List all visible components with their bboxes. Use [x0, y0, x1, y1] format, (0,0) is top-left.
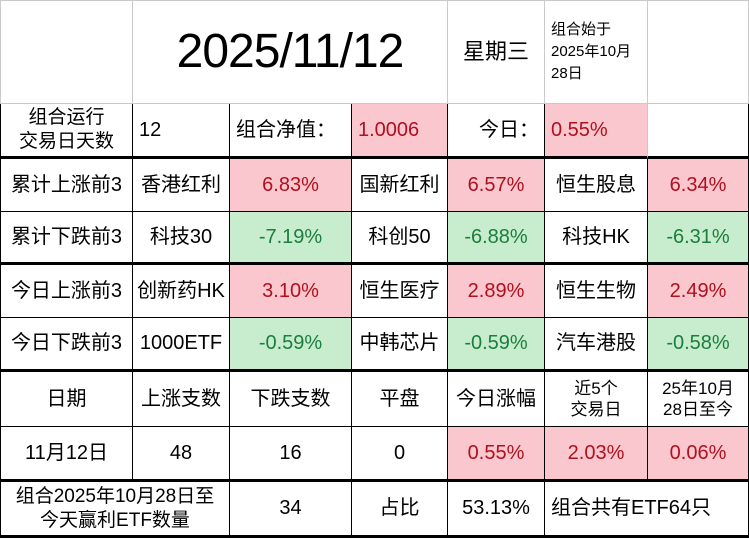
etf-change: 6.57% — [448, 159, 545, 212]
stats-header-down-count: 下跌支数 — [230, 372, 352, 427]
etf-name: 科创50 — [352, 212, 448, 265]
ratio-value: 53.13% — [448, 482, 545, 538]
etf-change: -7.19% — [230, 212, 352, 265]
stats-header-up-count: 上涨支数 — [133, 372, 230, 427]
etf-change: 2.49% — [648, 265, 749, 318]
stats-up-count: 48 — [133, 427, 230, 482]
etf-change: -0.58% — [648, 318, 749, 372]
winning-etf-label: 组合2025年10月28日至 今天赢利ETF数量 — [0, 482, 230, 538]
rank-row-label: 累计下跌前3 — [0, 212, 133, 265]
stats-header-date: 日期 — [0, 372, 133, 427]
today-label: 今日： — [448, 104, 545, 159]
stats-last5days-change: 2.03% — [545, 427, 648, 482]
etf-name: 中韩芯片 — [352, 318, 448, 372]
nav-value: 1.0006 — [352, 104, 448, 159]
nav-label: 组合净值： — [230, 104, 352, 159]
stats-header-last5days: 近5个 交易日 — [545, 372, 648, 427]
ratio-label: 占比 — [352, 482, 448, 538]
etf-change: 6.34% — [648, 159, 749, 212]
today-change-value: 0.55% — [545, 104, 648, 159]
etf-name: 汽车港股 — [545, 318, 648, 372]
weekday: 星期三 — [448, 1, 545, 104]
etf-change: -6.31% — [648, 212, 749, 265]
trading-days-label: 组合运行 交易日天数 — [0, 104, 133, 159]
stats-header-flat-count: 平盘 — [352, 372, 448, 427]
empty-cell — [648, 1, 749, 104]
empty-cell — [648, 104, 749, 159]
rank-row-label: 今日上涨前3 — [0, 265, 133, 318]
rank-row-label: 累计上涨前3 — [0, 159, 133, 212]
trading-days-value: 12 — [133, 104, 230, 159]
etf-name: 国新红利 — [352, 159, 448, 212]
total-etf-note: 组合共有ETF64只 — [545, 482, 749, 538]
etf-name: 恒生生物 — [545, 265, 648, 318]
etf-change: -0.59% — [448, 318, 545, 372]
winning-etf-count: 34 — [230, 482, 352, 538]
report-date: 2025/11/12 — [133, 1, 448, 104]
etf-name: 恒生医疗 — [352, 265, 448, 318]
etf-change: -6.88% — [448, 212, 545, 265]
etf-name: 香港红利 — [133, 159, 230, 212]
stats-today-change: 0.55% — [448, 427, 545, 482]
etf-name: 创新药HK — [133, 265, 230, 318]
etf-change: -0.59% — [230, 318, 352, 372]
etf-change: 3.10% — [230, 265, 352, 318]
stats-date: 11月12日 — [0, 427, 133, 482]
stats-header-since-start: 25年10月 28日至今 — [648, 372, 749, 427]
empty-cell — [0, 1, 133, 104]
etf-name: 1000ETF — [133, 318, 230, 372]
stats-header-today-change: 今日涨幅 — [448, 372, 545, 427]
rank-row-label: 今日下跌前3 — [0, 318, 133, 372]
etf-name: 恒生股息 — [545, 159, 648, 212]
portfolio-start-note: 组合始于 2025年10月 28日 — [545, 1, 648, 104]
etf-change: 6.83% — [230, 159, 352, 212]
stats-down-count: 16 — [230, 427, 352, 482]
etf-name: 科技30 — [133, 212, 230, 265]
etf-name: 科技HK — [545, 212, 648, 265]
stats-since-start-change: 0.06% — [648, 427, 749, 482]
stats-flat-count: 0 — [352, 427, 448, 482]
etf-change: 2.89% — [448, 265, 545, 318]
